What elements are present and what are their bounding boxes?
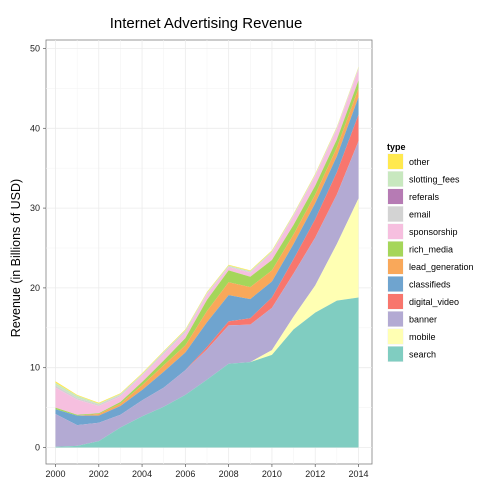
y-tick-label: 10 xyxy=(30,363,40,373)
area-mobile xyxy=(55,198,359,447)
legend-label-digital_video: digital_video xyxy=(409,297,459,307)
area-search xyxy=(55,297,359,448)
legend: type other slotting_fees referals email spon… xyxy=(386,142,474,363)
legend-label-classifieds: classifieds xyxy=(409,280,451,290)
legend-swatch-slotting_fees xyxy=(388,171,403,187)
y-tick-label: 50 xyxy=(30,44,40,54)
y-tick-label: 20 xyxy=(30,283,40,293)
x-tick-label: 2006 xyxy=(175,469,195,479)
legend-label-banner: banner xyxy=(409,315,437,325)
x-tick-label: 2012 xyxy=(305,469,325,479)
legend-swatch-lead_generation xyxy=(388,259,403,274)
legend-label-other: other xyxy=(409,157,430,167)
legend-label-referals: referals xyxy=(409,192,440,202)
y-tick-label: 40 xyxy=(30,123,40,133)
legend-swatch-other xyxy=(388,154,403,169)
y-axis-label: Revenue (in Billions of USD) xyxy=(9,179,23,337)
legend-label-lead_generation: lead_generation xyxy=(409,262,474,272)
legend-swatch-search xyxy=(388,346,403,362)
legend-swatch-classifieds xyxy=(388,276,403,292)
legend-swatch-email xyxy=(388,206,403,222)
y-tick-label: 30 xyxy=(30,203,40,213)
legend-swatch-mobile xyxy=(388,329,403,344)
x-tick-label: 2014 xyxy=(348,469,368,479)
legend-swatch-digital_video xyxy=(388,294,403,309)
x-tick-label: 2008 xyxy=(219,469,239,479)
axes: 0 10 20 30 40 50 2000 2002 2004 2006 2008 2010 2012 2… xyxy=(30,44,369,480)
legend-label-mobile: mobile xyxy=(409,332,436,342)
legend-label-slotting_fees: slotting_fees xyxy=(409,175,460,185)
legend-title: type xyxy=(387,142,406,152)
plot-panel xyxy=(45,39,373,465)
x-tick-label: 2000 xyxy=(45,469,65,479)
x-tick-label: 2010 xyxy=(262,469,282,479)
legend-label-rich_media: rich_media xyxy=(409,245,453,255)
legend-label-email: email xyxy=(409,210,431,220)
legend-label-search: search xyxy=(409,350,436,360)
area-banner xyxy=(55,141,359,447)
legend-swatch-sponsorship xyxy=(388,224,403,239)
legend-label-sponsorship: sponsorship xyxy=(409,227,458,237)
x-tick-label: 2004 xyxy=(132,469,152,479)
x-tick-label: 2002 xyxy=(89,469,109,479)
chart-title: Internet Advertising Revenue xyxy=(110,15,303,32)
legend-swatch-rich_media xyxy=(388,241,403,257)
y-tick-label: 0 xyxy=(35,443,40,453)
legend-swatch-banner xyxy=(388,311,403,327)
legend-swatch-referals xyxy=(388,189,403,204)
